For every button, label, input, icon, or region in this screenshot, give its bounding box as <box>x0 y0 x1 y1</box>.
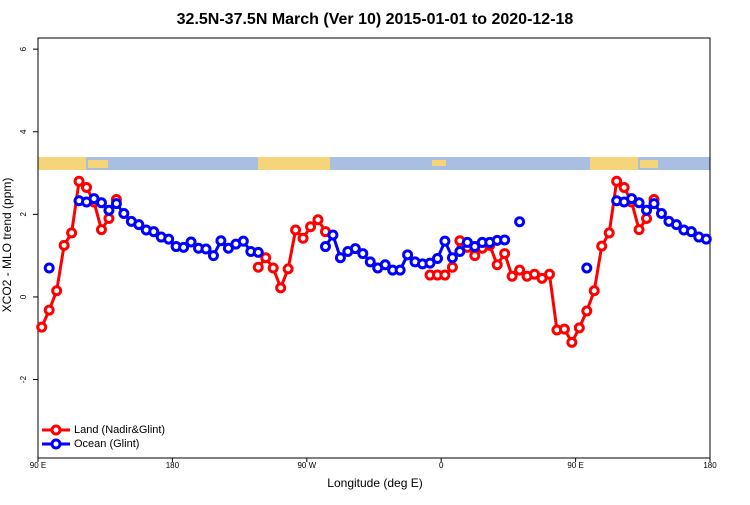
point <box>558 323 570 335</box>
point <box>611 175 623 187</box>
point <box>103 204 115 216</box>
point <box>446 252 458 264</box>
y-axis-label: XCO2 - MLO trend (ppm) <box>0 178 14 313</box>
point <box>641 204 653 216</box>
point <box>252 246 264 258</box>
x-axis-label: Longitude (deg E) <box>327 476 422 490</box>
point <box>178 241 190 253</box>
point <box>633 224 645 236</box>
point <box>469 250 481 262</box>
point <box>148 226 160 238</box>
point <box>357 248 369 260</box>
point <box>207 250 219 262</box>
y-tick-label: 2 <box>19 212 28 217</box>
point <box>297 232 309 244</box>
point <box>36 321 48 333</box>
y-tick-label: 0 <box>19 294 28 299</box>
point <box>267 262 279 274</box>
point <box>685 226 697 238</box>
point <box>633 197 645 209</box>
x-tick-label: 0 <box>439 461 444 470</box>
point <box>491 259 503 271</box>
point <box>200 243 212 255</box>
point <box>439 235 451 247</box>
point <box>51 285 63 297</box>
point <box>58 239 70 251</box>
point <box>349 243 361 255</box>
point <box>439 269 451 281</box>
point <box>506 270 518 282</box>
point <box>379 259 391 271</box>
point <box>312 214 324 226</box>
point <box>588 285 600 297</box>
point <box>603 227 615 239</box>
point <box>402 249 414 261</box>
legend: Land (Nadir&Glint) Ocean (Glint) <box>42 424 165 450</box>
point <box>327 229 339 241</box>
point <box>237 235 249 247</box>
point <box>514 264 526 276</box>
point <box>596 240 608 252</box>
point <box>334 252 346 264</box>
x-tick-label: 90 E <box>30 461 46 470</box>
point <box>215 235 227 247</box>
point <box>66 227 78 239</box>
point <box>364 256 376 268</box>
point <box>275 282 287 294</box>
x-tick-label: 180 <box>166 461 180 470</box>
point <box>543 268 555 280</box>
plot-frame <box>37 37 711 459</box>
point <box>95 224 107 236</box>
point <box>573 322 585 334</box>
point <box>700 233 712 245</box>
y-tick-label: 6 <box>19 46 28 51</box>
point <box>499 234 511 246</box>
point <box>282 263 294 275</box>
point <box>73 175 85 187</box>
y-tick-label: -2 <box>19 375 28 383</box>
point <box>655 208 667 220</box>
legend-label: Land (Nadir&Glint) <box>74 424 165 436</box>
point <box>424 257 436 269</box>
x-tick-label: 180 <box>703 461 717 470</box>
point <box>290 224 302 236</box>
point <box>499 248 511 260</box>
point <box>446 261 458 273</box>
point <box>581 305 593 317</box>
point <box>566 336 578 348</box>
point <box>618 181 630 193</box>
point <box>43 262 55 274</box>
point <box>670 219 682 231</box>
point <box>252 261 264 273</box>
point <box>514 216 526 228</box>
point <box>454 246 466 258</box>
point <box>431 253 443 265</box>
x-tick-label: 90 E <box>567 461 583 470</box>
point <box>185 236 197 248</box>
legend-marker <box>50 438 62 450</box>
point <box>110 198 122 210</box>
point <box>118 208 130 220</box>
point <box>133 219 145 231</box>
chart-title: 32.5N-37.5N March (Ver 10) 2015-01-01 to… <box>177 11 574 28</box>
legend-label: Ocean (Glint) <box>74 438 139 450</box>
y-tick-label: 4 <box>19 129 28 134</box>
legend-marker <box>50 424 62 436</box>
point <box>95 197 107 209</box>
point <box>581 262 593 274</box>
point <box>305 221 317 233</box>
point <box>260 252 272 264</box>
point <box>394 264 406 276</box>
point <box>319 241 331 253</box>
point <box>43 304 55 316</box>
point <box>163 233 175 245</box>
x-tick-label: 90 W <box>297 461 316 470</box>
point <box>648 198 660 210</box>
point <box>81 181 93 193</box>
map-strip <box>38 157 710 170</box>
